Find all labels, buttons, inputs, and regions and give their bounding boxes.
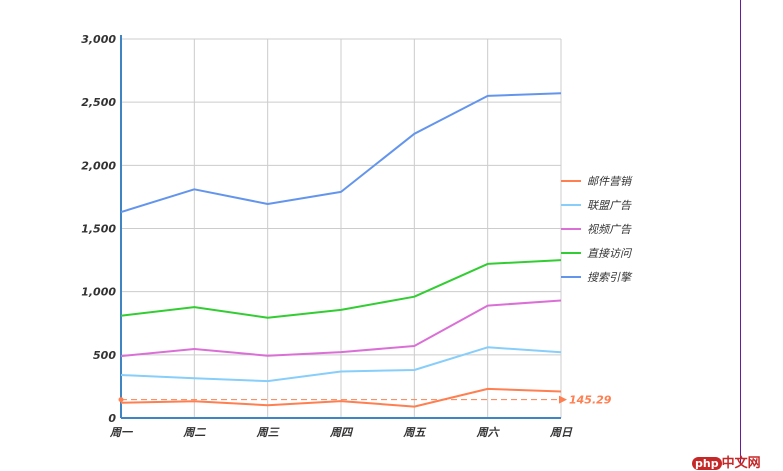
x-tick-label: 周日 [549,426,573,439]
legend-label: 直接访问 [587,247,633,260]
x-tick-label: 周二 [182,426,206,439]
series-line [120,387,562,408]
legend-item[interactable]: 直接访问 [561,247,633,260]
x-tick-label: 周六 [476,426,501,439]
legend-item[interactable]: 邮件营销 [561,175,633,188]
series-line [120,299,562,358]
watermark-text: 中文网 [721,456,761,471]
series-line [120,259,562,319]
series-lines [120,92,562,408]
y-tick-label: 1,000 [81,286,116,299]
average-arrow [559,395,567,404]
average-line: 145.29 [118,394,612,407]
y-tick-label: 2,500 [81,96,116,109]
y-tick-label: 0 [108,412,116,425]
y-tick-label: 1,500 [81,223,116,236]
axes: 0 500 1,000 1,500 2,000 2,500 3,000 周一 周二 周三 周四 周五 周… [81,33,573,439]
average-label: 145.29 [569,394,612,407]
average-start-dot [118,397,124,403]
legend-label: 联盟广告 [587,199,632,212]
series-line [120,92,562,214]
x-tick-label: 周五 [402,426,426,439]
x-tick-label: 周四 [329,426,354,439]
watermark-logo: php [692,457,722,470]
legend-item[interactable]: 视频广告 [561,223,632,236]
y-tick-label: 3,000 [81,33,116,46]
y-tick-label: 500 [93,349,116,362]
legend-label: 搜索引擎 [587,271,633,284]
watermark: php 中文网 [692,452,761,471]
legend-label: 视频广告 [587,223,632,236]
legend-label: 邮件营销 [587,175,633,188]
x-tick-label: 周三 [256,426,281,439]
y-tick-label: 2,000 [81,159,116,172]
series-line [120,346,562,383]
frame-border [740,0,741,465]
legend-item[interactable]: 搜索引擎 [561,271,633,284]
legend-item[interactable]: 联盟广告 [561,199,632,212]
x-tick-label: 周一 [109,426,134,439]
